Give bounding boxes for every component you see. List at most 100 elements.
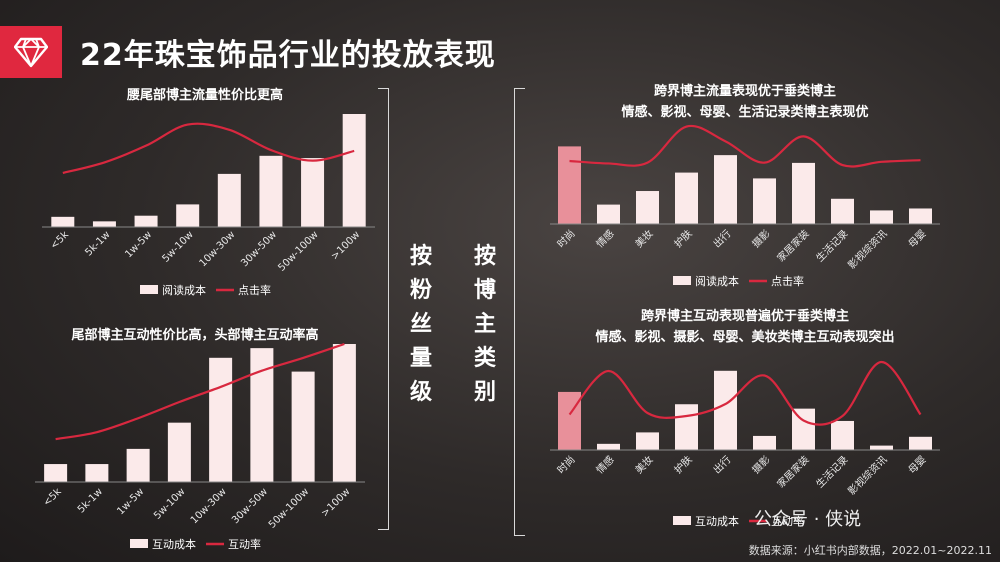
chart-reading-by-followers: 腰尾部博主流量性价比更高 <5k 5k-1w 1w-5w 5w-10w 10w-30w 30… [42,87,375,297]
legend-label: 阅读成本 [162,283,206,297]
legend-label: 阅读成本 [695,274,739,288]
tick-label: 生活记录 [813,453,850,490]
bar [301,158,325,227]
watermark: 公众号 · 侠说 [754,509,862,530]
tick-label: 5k-1w [76,486,105,515]
chart-interaction-by-category: 跨界博主互动表现普遍优于垂类博主情感、影视、摄影、母婴、美妆类博主互动表现突出时… [550,308,940,528]
chart-title: 情感、影视、摄影、母婴、美妆类博主互动表现突出 [595,329,894,345]
bar [126,448,150,482]
bar [636,432,659,450]
bar [675,404,698,450]
legend-label: 互动成本 [152,537,196,551]
tick-label: 情感 [593,453,616,476]
tick-label: 家居家装 [774,227,811,264]
series-line [569,124,921,168]
bar [714,155,737,224]
bar [597,204,620,224]
tick-label: 护肤 [671,227,694,250]
tick-label: 母婴 [906,454,929,477]
tick-label: 摄影 [749,227,772,250]
tick-label: 时尚 [554,227,577,250]
bar [85,464,109,482]
tick-label: 5w-10w [160,229,195,264]
bar [558,146,581,224]
tick-label: <5k [41,486,63,508]
bar [831,198,854,224]
tick-label: 时尚 [554,453,577,476]
tick-label: 出行 [710,227,733,250]
bar [909,436,932,450]
bar [217,173,241,227]
chart-title: 跨界博主互动表现普遍优于垂类博主 [641,308,849,324]
tick-label: 30w-50w [230,486,270,526]
tick-label: 美妆 [632,227,655,250]
group-left-label: 按粉丝量级 [409,244,432,405]
tick-label: 摄影 [749,453,772,476]
bar [753,435,776,450]
bar [831,420,854,450]
chart-interaction-by-followers: 尾部博主互动性价比高，头部博主互动率高 <5k 5k-1w 1w-5w 5w-10w 10… [35,327,365,551]
page-title: 22年珠宝饰品行业的投放表现 [80,38,496,73]
diamond-icon [14,37,48,68]
tick-label: 影视综资讯 [845,453,890,498]
tick-label: 生活记录 [813,227,850,264]
tick-label: 30w-50w [239,229,279,269]
bar [209,357,233,482]
group-right-label: 按博主类别 [473,244,496,405]
bar [92,221,116,227]
legend-label: 点击率 [771,274,804,288]
legend-bar-swatch [140,285,158,294]
bar [870,210,893,224]
bar [909,208,932,224]
tick-label: 情感 [593,227,616,250]
bar [342,114,366,227]
bar [792,162,815,224]
logo [0,26,62,78]
bar [714,370,737,450]
tick-label: >100w [329,229,362,262]
bar [291,371,315,482]
tick-label: 美妆 [632,453,655,476]
legend-bar-swatch [673,516,691,525]
tick-label: 1w-5w [123,229,154,260]
tick-label: >100w [320,486,353,519]
left-group-bracket [378,88,389,530]
tick-label: 家居家装 [774,453,811,490]
right-group-bracket [514,88,525,536]
header: 22年珠宝饰品行业的投放表现 [0,22,1000,82]
legend-label: 点击率 [238,283,271,297]
tick-label: 10w-30w [189,486,229,526]
bar [753,178,776,224]
chart-title: 尾部博主互动性价比高，头部博主互动率高 [71,327,318,343]
legend-label: 互动率 [771,514,804,528]
bar [792,408,815,450]
chart-title: 跨界博主流量表现优于垂类博主 [654,83,836,99]
tick-label: 5k-1w [83,229,112,258]
bar [558,391,581,450]
bar [176,204,200,227]
tick-label: 10w-30w [198,229,238,269]
bar [870,445,893,450]
tick-label: 出行 [710,453,733,476]
bar [259,155,283,227]
chart-title: 情感、影视、母婴、生活记录类博主表现优 [621,104,868,120]
bar [44,464,68,482]
series-line [568,360,922,426]
bar [134,215,158,227]
source-note: 数据来源：小红书内部数据，2022.01~2022.11 [748,544,992,557]
bar [597,443,620,450]
tick-label: 护肤 [671,453,694,476]
tick-label: 50w-100w [276,229,320,273]
tick-label: <5k [49,229,71,251]
bar [167,422,191,482]
legend-bar-swatch [130,539,148,548]
legend-label: 互动率 [228,537,261,551]
tick-label: 50w-100w [267,486,311,530]
bar [250,348,274,482]
legend-bar-swatch [673,276,691,285]
bar [51,216,75,227]
tick-label: 5w-10w [152,486,187,521]
bar [636,191,659,224]
series-line [62,122,355,175]
bar [675,172,698,224]
